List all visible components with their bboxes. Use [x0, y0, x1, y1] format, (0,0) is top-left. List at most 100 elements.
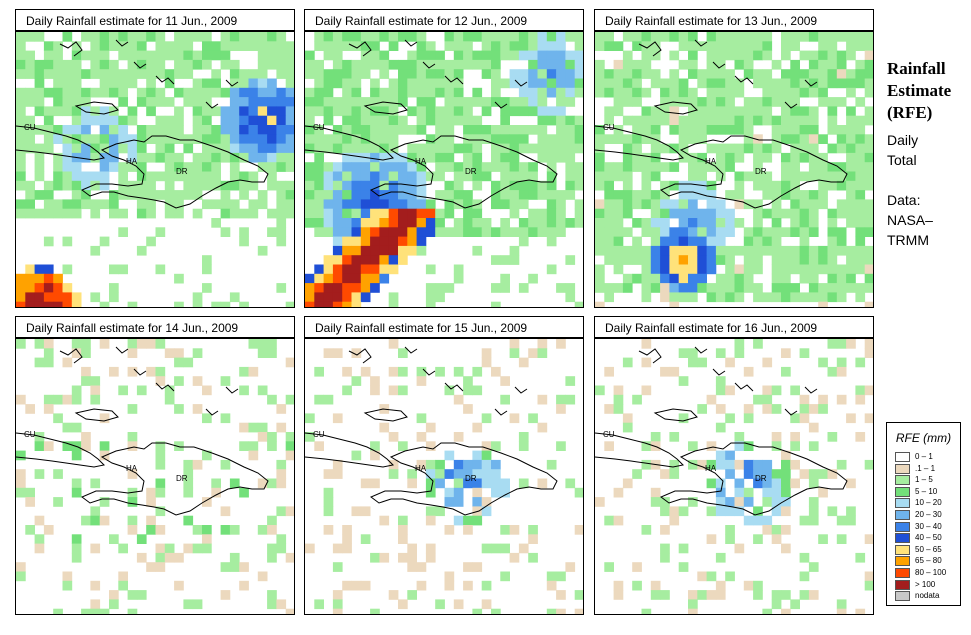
rain-cell: [81, 152, 91, 163]
rain-cell: [202, 180, 212, 191]
rain-cell: [398, 208, 408, 219]
rain-cell: [528, 125, 538, 135]
rain-cell: [669, 208, 680, 219]
rain-cell: [276, 208, 287, 219]
rain-cell: [613, 41, 624, 51]
rain-cell: [388, 134, 399, 144]
rain-cell: [155, 97, 166, 107]
rain-cell: [16, 162, 26, 172]
rain-cell: [53, 292, 63, 303]
rain-cell: [416, 106, 427, 117]
rain-cell: [827, 506, 838, 517]
rain-cell: [220, 301, 231, 307]
rain-cell: [323, 264, 334, 275]
rainfall-panel-jun-11: Daily Rainfall estimate for 11 Jun., 200…: [15, 9, 295, 308]
rain-cell: [323, 199, 334, 210]
rain-cell: [660, 506, 670, 517]
rain-cell: [697, 78, 707, 89]
rain-cell: [836, 245, 847, 256]
rain-cell: [537, 69, 548, 79]
rain-cell: [781, 283, 791, 293]
rain-cell: [491, 459, 501, 470]
rain-cell: [528, 106, 538, 117]
rain-cell: [781, 478, 791, 489]
rain-cell: [267, 171, 277, 182]
rain-cell: [481, 134, 492, 144]
rain-cell: [314, 152, 324, 163]
rain-cell: [267, 59, 277, 70]
rain-cell: [425, 41, 436, 51]
rain-cell: [425, 218, 436, 228]
rain-cell: [669, 469, 680, 479]
rain-cell: [342, 69, 352, 79]
panel-title: Daily Rainfall estimate for 14 Jun., 200…: [15, 316, 295, 338]
rain-cell: [192, 115, 203, 126]
rain-cell: [472, 180, 483, 191]
rain-cell: [71, 487, 82, 498]
rain-cell: [136, 97, 147, 107]
rain-cell: [398, 525, 408, 535]
rain-cell: [53, 497, 63, 507]
rain-cell: [425, 115, 436, 126]
rain-cell: [790, 441, 800, 451]
rain-cell: [818, 180, 828, 191]
rain-cell: [771, 245, 782, 256]
rain-cell: [771, 292, 782, 303]
rain-cell: [678, 562, 689, 572]
rain-cell: [34, 273, 45, 284]
rain-cell: [669, 87, 680, 98]
rain-cell: [697, 404, 707, 414]
rain-cell: [314, 143, 324, 154]
rainfall-panel-jun-13: Daily Rainfall estimate for 13 Jun., 200…: [594, 9, 874, 308]
rain-cell: [855, 283, 866, 293]
rain-cell: [407, 87, 417, 98]
rain-cell: [781, 366, 791, 377]
rain-cell: [146, 78, 156, 89]
rain-cell: [864, 227, 873, 237]
rainfall-panel-jun-12: Daily Rainfall estimate for 12 Jun., 200…: [304, 9, 584, 308]
rain-cell: [164, 97, 175, 107]
rain-cell: [641, 441, 652, 451]
rain-cell: [743, 441, 754, 451]
rain-cell: [725, 32, 735, 42]
rain-cell: [565, 143, 576, 154]
rain-cell: [155, 69, 166, 79]
rain-cell: [323, 301, 334, 307]
rain-cell: [398, 125, 408, 135]
rain-cell: [622, 190, 633, 200]
rain-cell: [407, 171, 417, 182]
rain-cell: [34, 292, 45, 303]
rain-cell: [491, 469, 501, 479]
rain-cell: [351, 106, 362, 117]
rain-cell: [332, 413, 343, 424]
rain-cell: [790, 78, 800, 89]
rain-cell: [650, 208, 661, 219]
legend-label: .1 – 1: [915, 463, 936, 473]
rain-cell: [518, 283, 529, 293]
rain-cell: [351, 97, 362, 107]
rain-cell: [632, 143, 642, 154]
rain-cell: [574, 162, 583, 172]
rain-cell: [388, 59, 399, 70]
rain-cell: [220, 506, 231, 517]
rainfall-panel-jun-16: Daily Rainfall estimate for 16 Jun., 200…: [594, 316, 874, 615]
rain-cell: [491, 162, 501, 172]
rain-cell: [836, 134, 847, 144]
rain-cell: [444, 227, 455, 237]
panel-title: Daily Rainfall estimate for 12 Jun., 200…: [304, 9, 584, 31]
rain-cell: [472, 562, 483, 572]
rain-cell: [360, 59, 371, 70]
rain-cell: [864, 413, 873, 424]
rain-cell: [202, 32, 212, 42]
rain-cell: [192, 162, 203, 172]
rain-cell: [762, 69, 773, 79]
rain-cell: [25, 32, 35, 42]
rain-cell: [864, 32, 873, 42]
rain-cell: [688, 283, 698, 293]
rain-cell: [688, 357, 698, 368]
rain-cell: [81, 432, 91, 442]
rain-cell: [604, 404, 614, 414]
rain-cell: [305, 162, 315, 172]
rain-cell: [248, 450, 259, 461]
